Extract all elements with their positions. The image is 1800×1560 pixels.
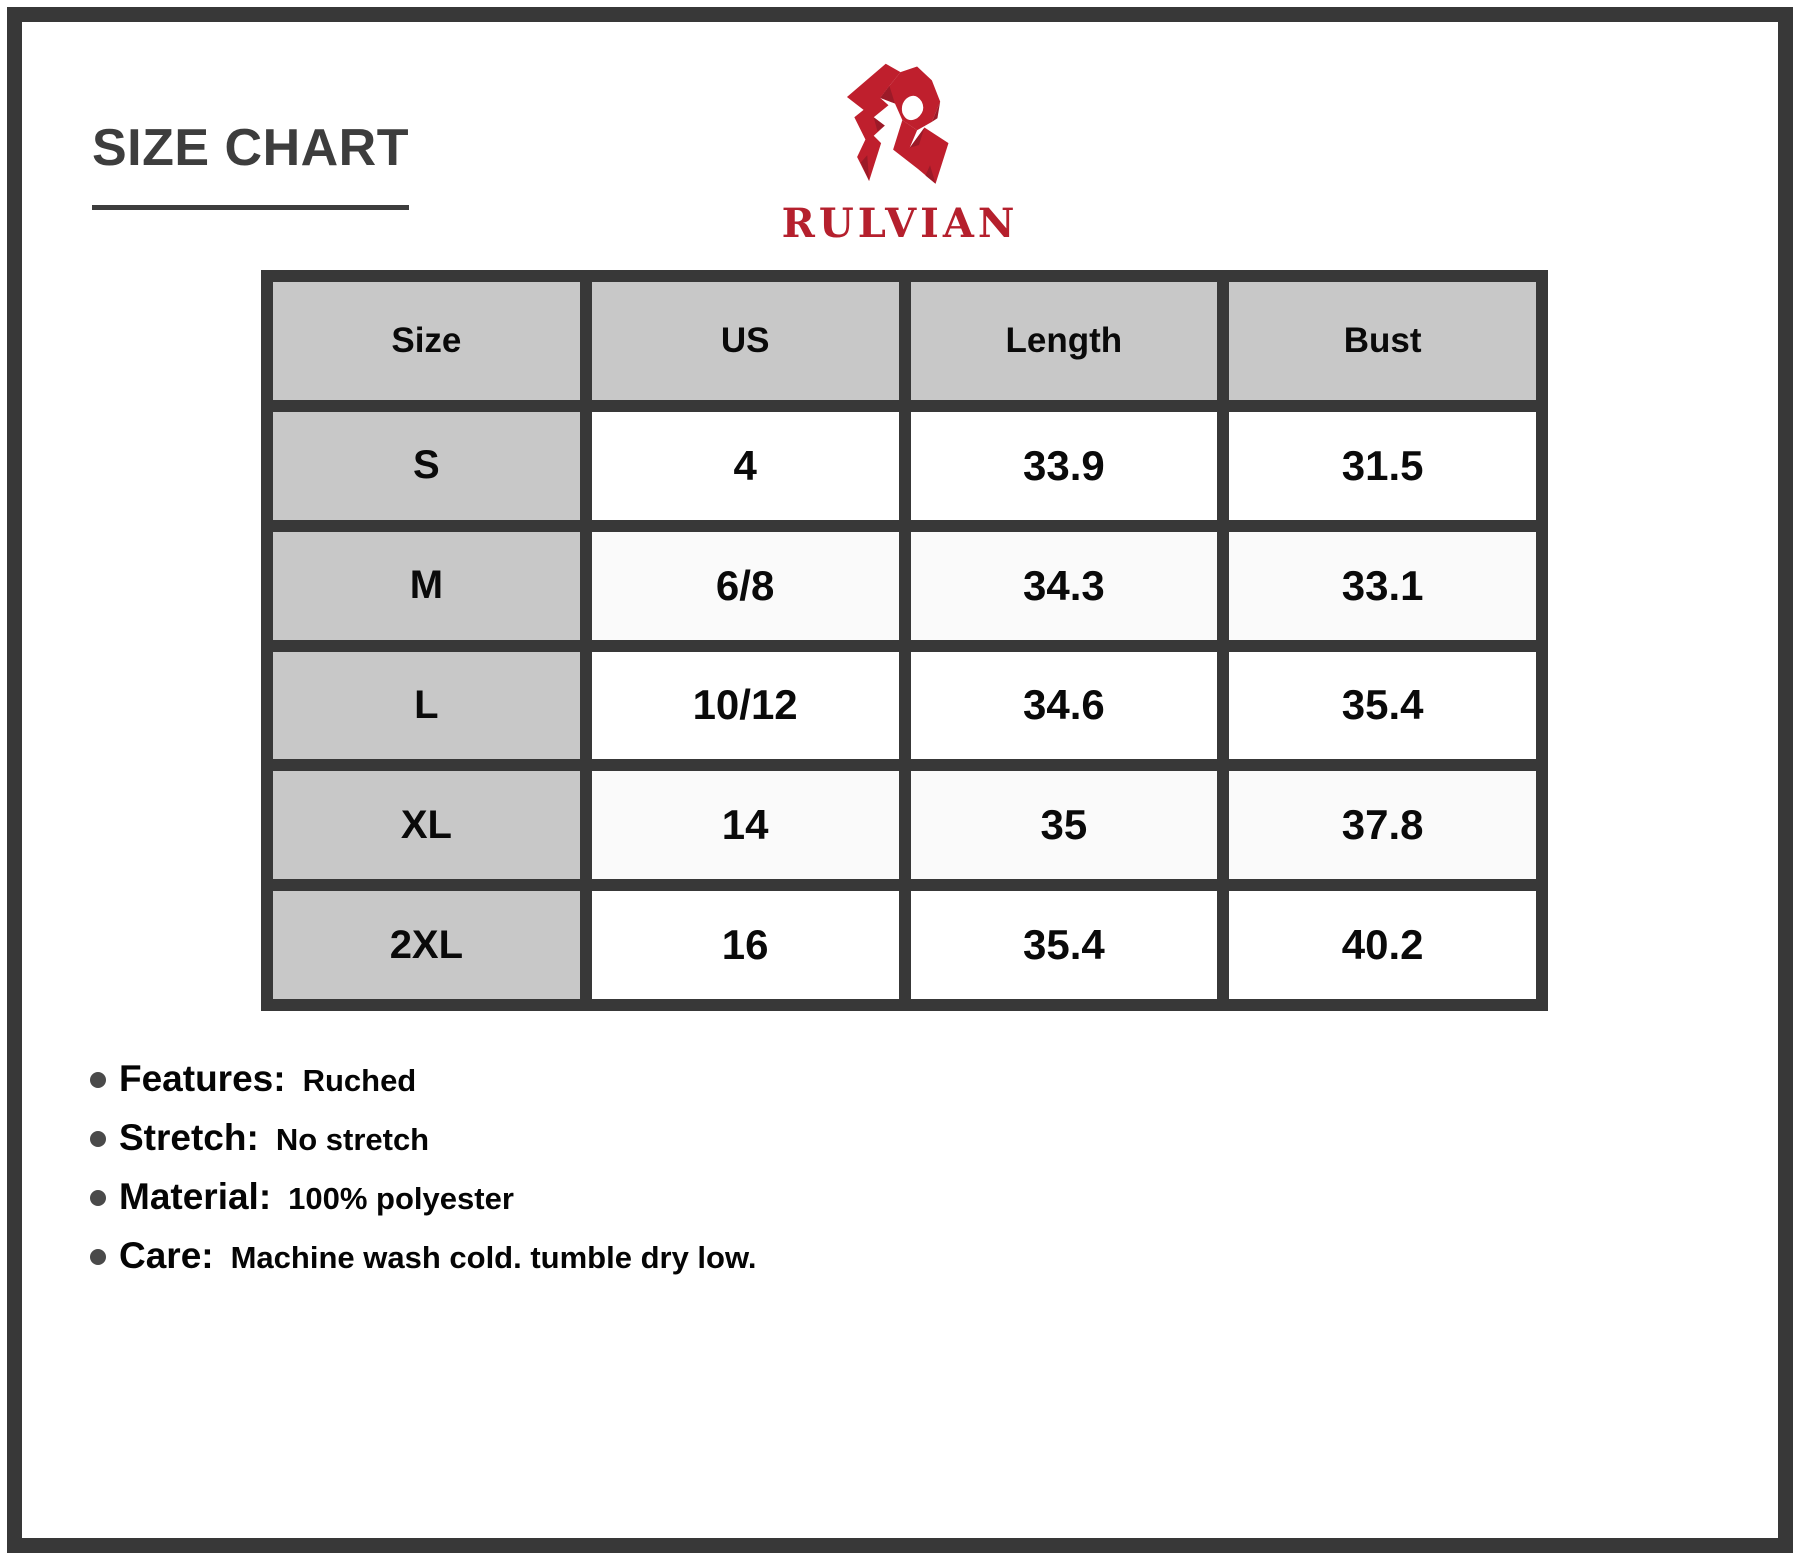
detail-label: Material:	[119, 1176, 272, 1217]
column-header-size: Size	[273, 282, 580, 400]
detail-label: Features:	[119, 1058, 286, 1099]
logo-shadow-facets	[861, 85, 941, 184]
column-header-us: US	[591, 282, 899, 400]
header-row: Size US Length Bust	[273, 282, 1536, 400]
list-item: Care: Machine wash cold. tumble dry low.	[90, 1233, 757, 1281]
size-chart-table: Size US Length Bust S 4 33.9 31.5 M 6/8 …	[261, 270, 1548, 1011]
column-header-bust: Bust	[1229, 282, 1536, 400]
bust-value-cell: 31.5	[1229, 412, 1536, 520]
brand-wordmark: RULVIAN	[781, 200, 1019, 247]
brand-block: RULVIAN	[782, 60, 1019, 247]
size-label-cell: L	[273, 651, 580, 760]
bullet-icon	[90, 1072, 106, 1088]
length-value-cell: 35	[910, 771, 1218, 880]
logo-leg	[893, 120, 949, 184]
size-label-cell: XL	[273, 771, 580, 880]
bullet-icon	[90, 1131, 106, 1147]
page-title: SIZE CHART	[92, 119, 409, 177]
list-item: Features: Ruched	[90, 1056, 757, 1104]
table-row: M 6/8 34.3 33.1	[273, 531, 1536, 640]
size-label-cell: S	[273, 412, 580, 520]
list-item: Material: 100% polyester	[90, 1174, 757, 1222]
size-label-cell: M	[273, 531, 580, 640]
detail-value: Machine wash cold. tumble dry low.	[230, 1240, 757, 1275]
title-block: SIZE CHART	[92, 122, 409, 210]
us-value-cell: 6/8	[591, 531, 899, 640]
detail-label: Care:	[119, 1235, 214, 1276]
brand-logo-icon	[847, 63, 949, 184]
table-row: XL 14 35 37.8	[273, 771, 1536, 880]
us-value-cell: 10/12	[591, 651, 899, 760]
length-value-cell: 35.4	[910, 891, 1218, 999]
logo-left-blade	[847, 63, 901, 182]
table-row: S 4 33.9 31.5	[273, 412, 1536, 520]
logo-bowl	[880, 66, 941, 131]
length-value-cell: 33.9	[910, 412, 1218, 520]
bust-value-cell: 33.1	[1229, 531, 1536, 640]
product-details-list: Features: Ruched Stretch: No stretch Mat…	[90, 1056, 757, 1292]
length-value-cell: 34.6	[910, 651, 1218, 760]
bust-value-cell: 37.8	[1229, 771, 1536, 880]
us-value-cell: 14	[591, 771, 899, 880]
table-row: L 10/12 34.6 35.4	[273, 651, 1536, 760]
detail-value: No stretch	[275, 1122, 430, 1157]
detail-value: Ruched	[302, 1063, 417, 1098]
title-underline	[92, 205, 409, 210]
detail-value: 100% polyester	[288, 1181, 514, 1216]
detail-label: Stretch:	[119, 1117, 259, 1158]
bust-value-cell: 35.4	[1229, 651, 1536, 760]
list-item: Stretch: No stretch	[90, 1115, 757, 1163]
bullet-icon	[90, 1190, 106, 1206]
table-row: 2XL 16 35.4 40.2	[273, 891, 1536, 999]
column-header-length: Length	[910, 282, 1218, 400]
us-value-cell: 4	[591, 412, 899, 520]
bust-value-cell: 40.2	[1229, 891, 1536, 999]
length-value-cell: 34.3	[910, 531, 1218, 640]
size-label-cell: 2XL	[273, 891, 580, 999]
us-value-cell: 16	[591, 891, 899, 999]
table-header: Size US Length Bust	[273, 282, 1536, 400]
bullet-icon	[90, 1249, 106, 1265]
